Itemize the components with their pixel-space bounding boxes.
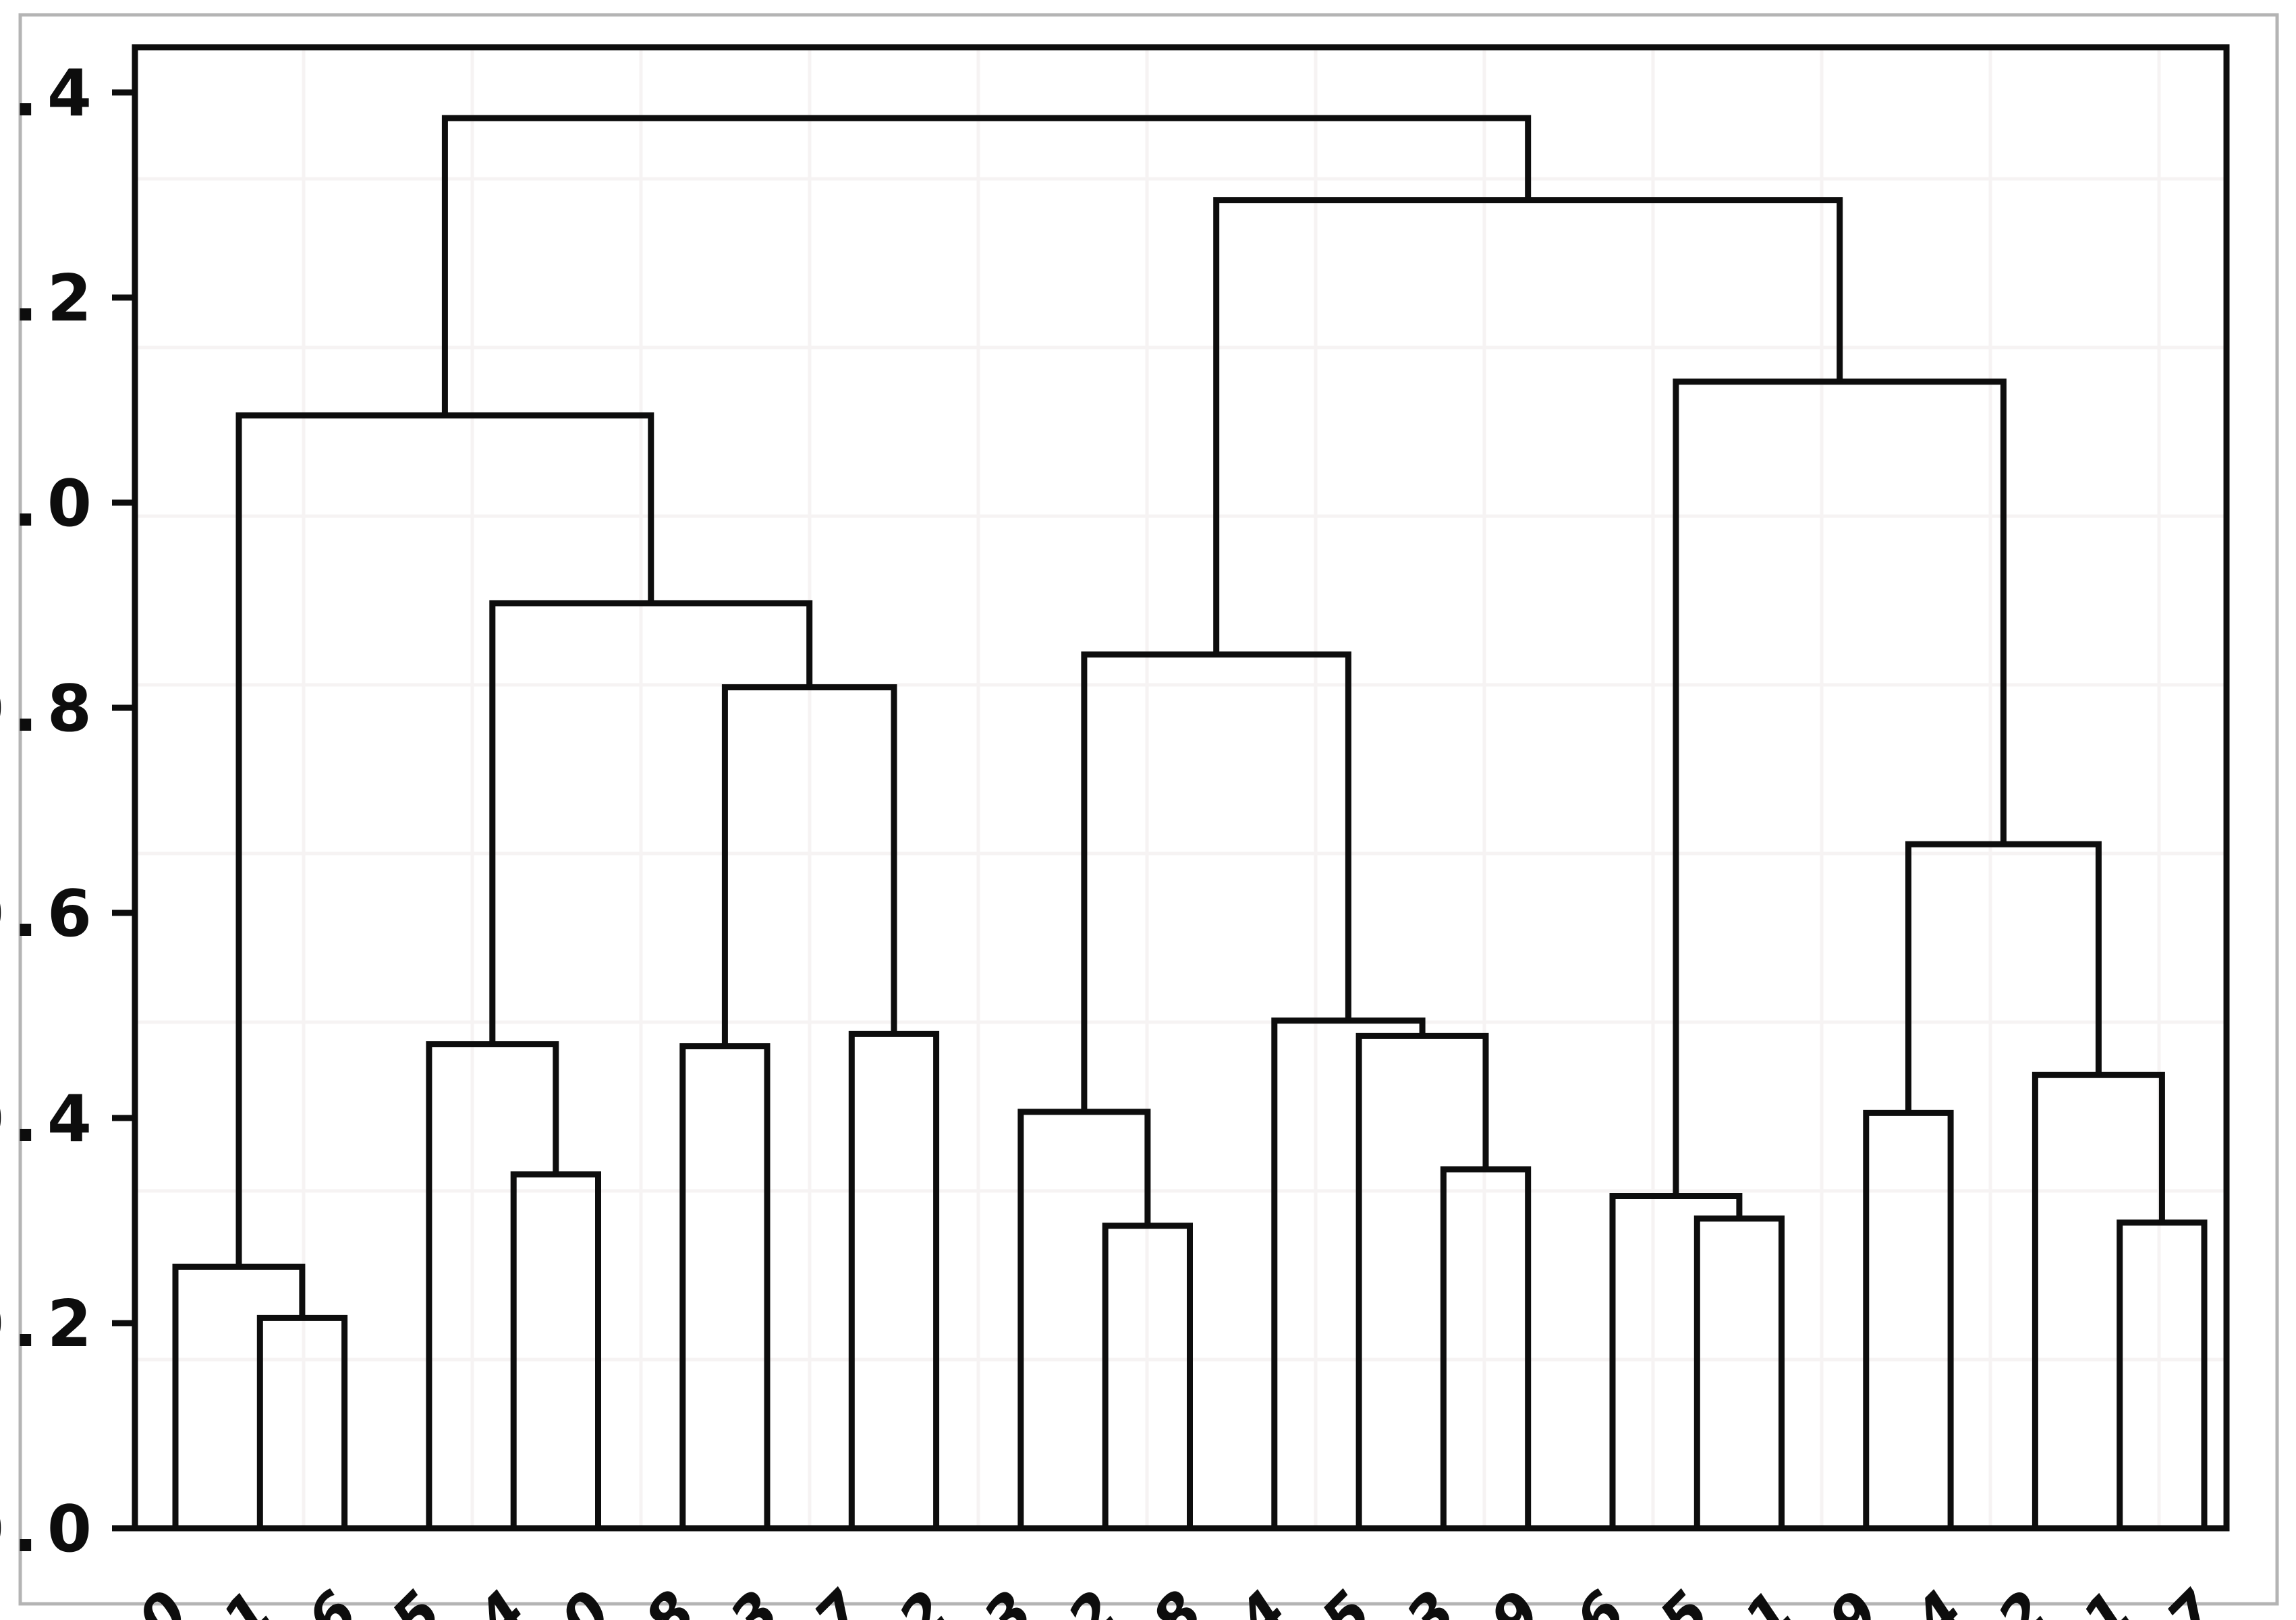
- dendrogram-link: [441, 115, 1532, 416]
- plot-border: [132, 44, 2230, 1532]
- y-axis-tick-label: 1.0: [0, 467, 101, 541]
- gridlines: [135, 47, 2227, 1528]
- y-axis-tick-label: 0.2: [0, 1287, 101, 1362]
- y-axis-tick-label: 1.4: [0, 57, 101, 131]
- y-axis-tick-label: 0.6: [0, 877, 101, 951]
- y-axis-tick-label: 1.2: [0, 262, 101, 336]
- y-axis-tick-label: 0.4: [0, 1082, 101, 1156]
- y-axis-tick-label: 0.0: [0, 1492, 101, 1567]
- y-axis-tick-label: 0.8: [0, 672, 101, 746]
- dendrogram-links: [172, 115, 2208, 1528]
